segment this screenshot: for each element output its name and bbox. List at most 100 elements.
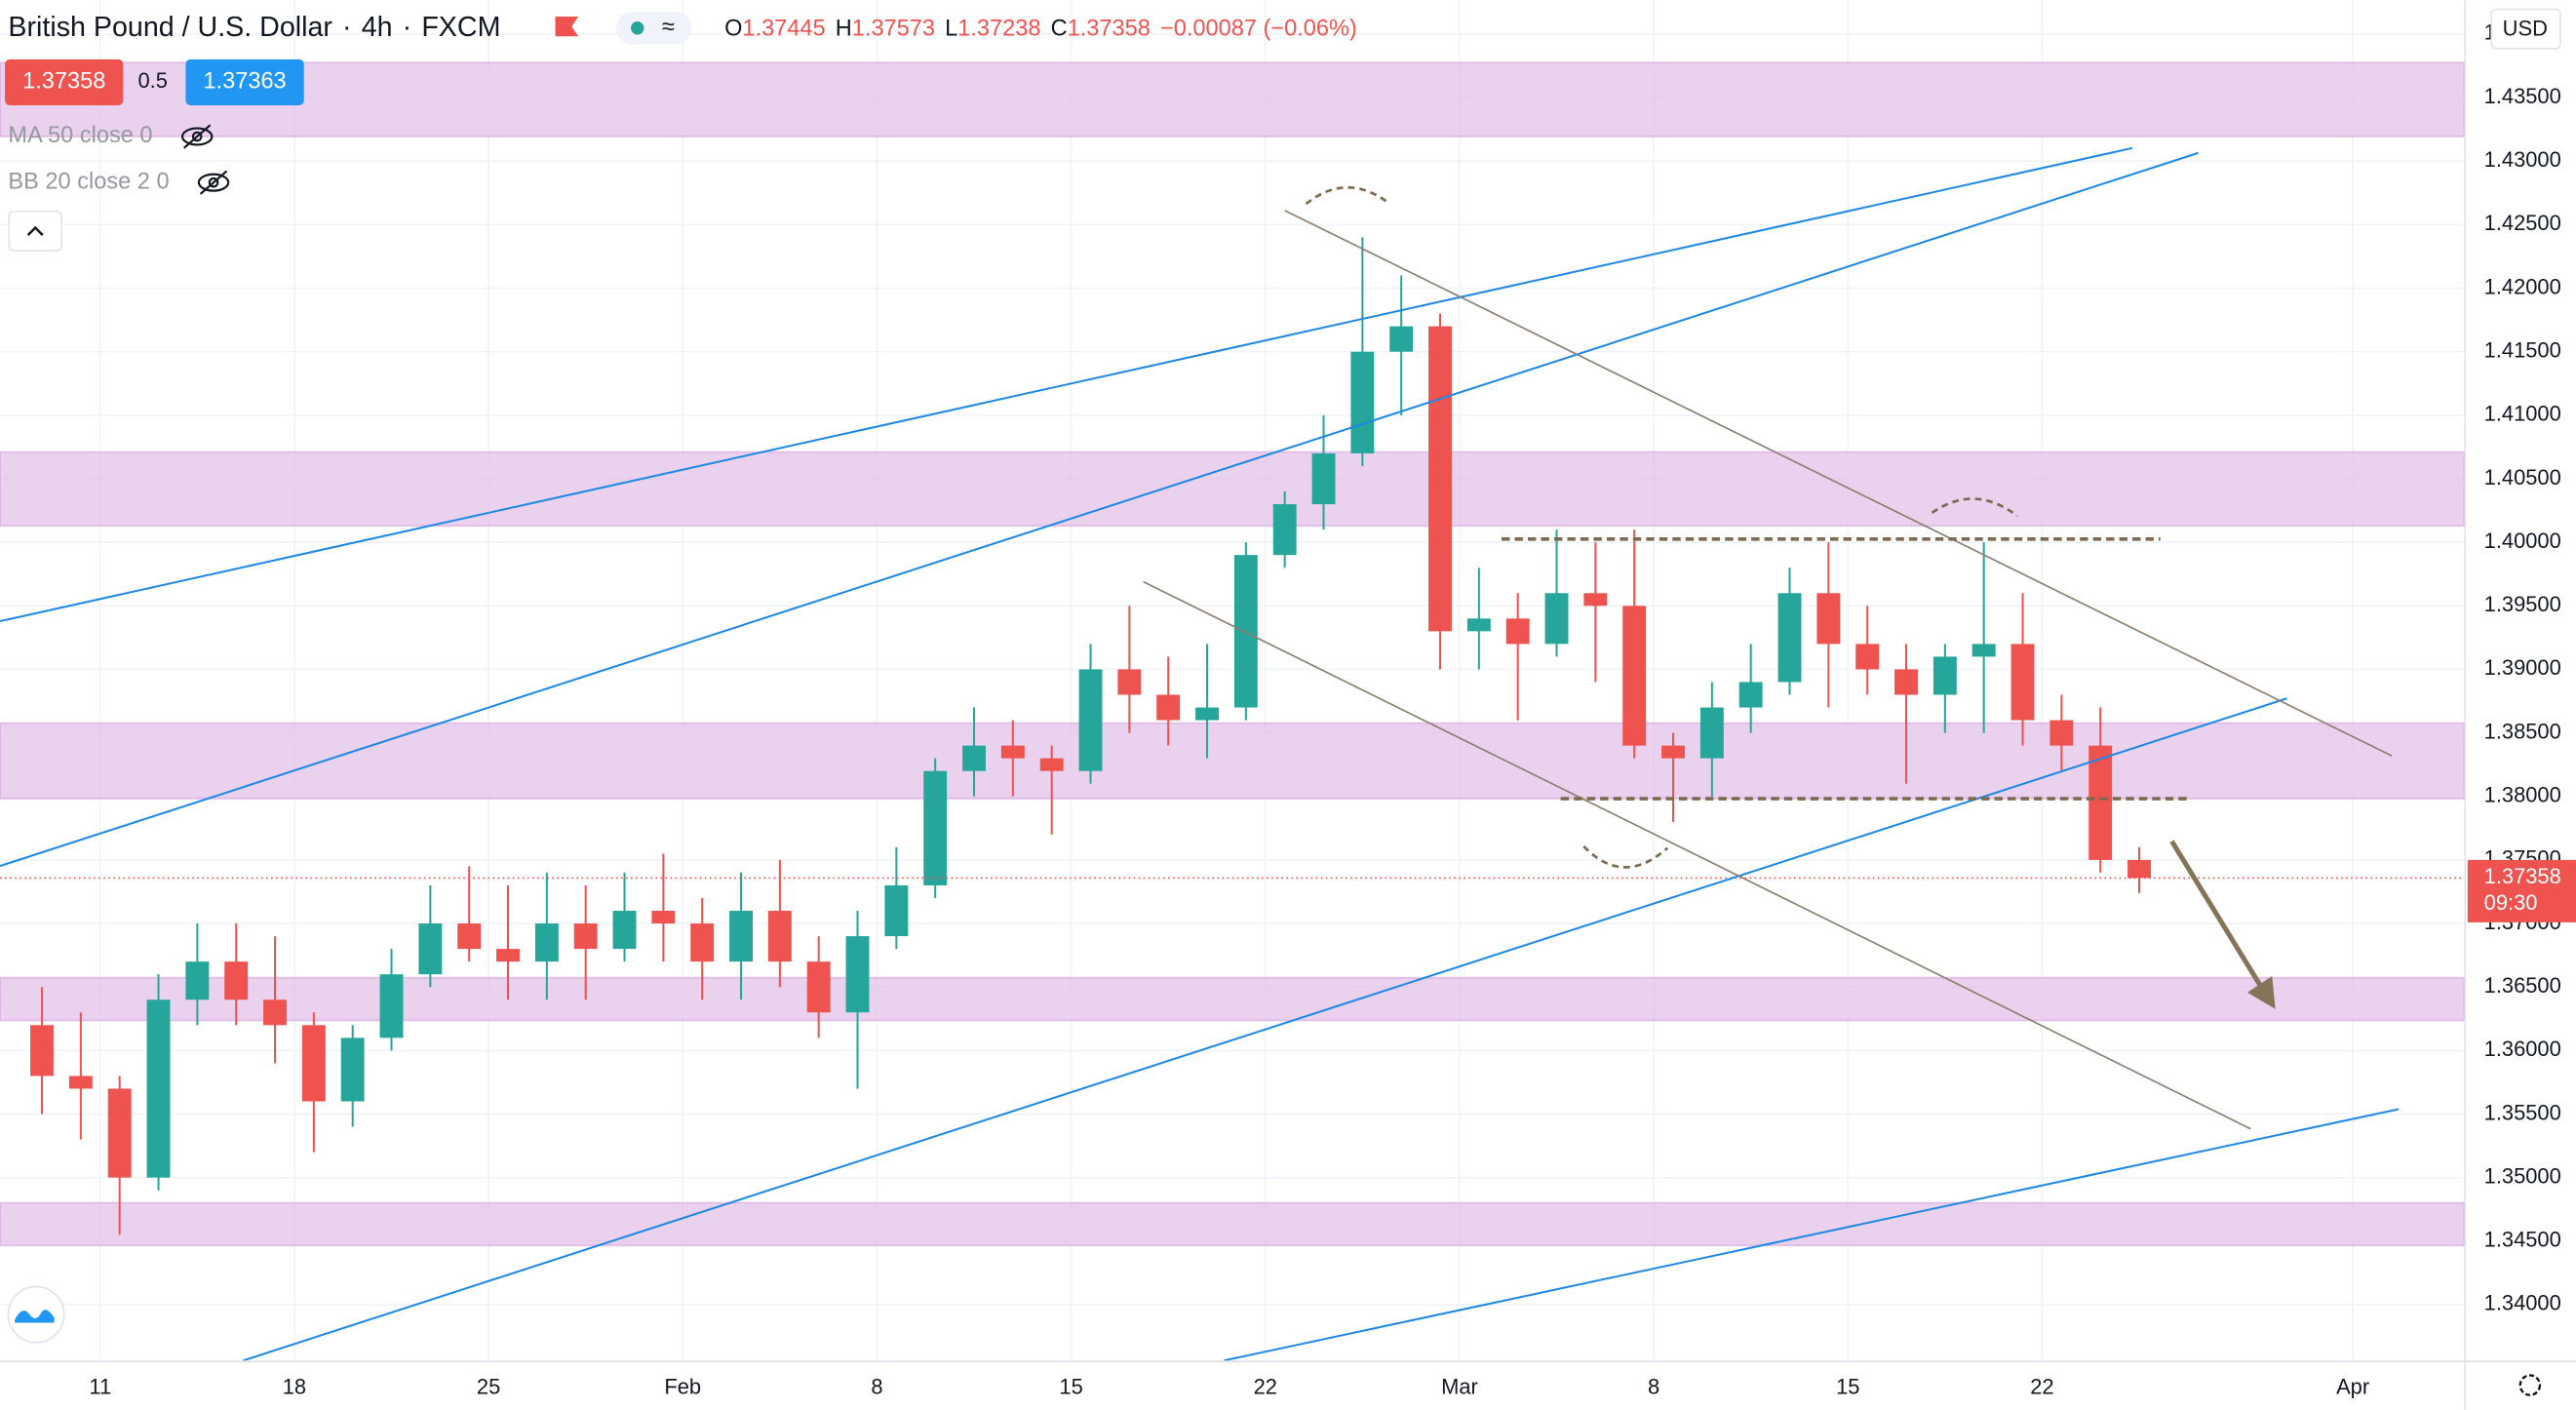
y-tick-label: 1.36000 [2484,1037,2561,1061]
hide-icon[interactable] [180,124,214,149]
arrow [2169,840,2263,988]
x-tick-label: 11 [89,1375,111,1399]
candle-body [534,923,559,962]
candle-body [1622,606,1647,746]
candle-body [68,1076,93,1089]
drawings [0,146,2400,1362]
indicator: BB 20 close 2 0 [8,168,169,193]
ohlc-value: 1.37573 [852,16,935,41]
candle-body [263,999,287,1026]
zone [0,976,2466,1022]
flag-icon[interactable] [555,17,579,37]
candle-body [107,1088,132,1178]
candle-body [1816,593,1841,645]
y-tick-label: 1.39500 [2484,592,2561,616]
y-tick-label: 1.39000 [2484,655,2561,680]
channel-line [1284,210,2393,757]
y-tick-label: 1.35000 [2484,1163,2561,1188]
logo[interactable] [7,1285,65,1344]
y-tick-label: 1.34000 [2484,1291,2561,1315]
change: −0.00087 (−0.06%) [1160,16,1357,41]
candle-body [1156,694,1181,721]
x-tick-label: 18 [283,1375,306,1399]
candle-body [185,961,210,1000]
candle-body [923,770,948,885]
separator: · [342,11,352,42]
interval: 4h [362,11,393,42]
arc [1305,186,1391,206]
y-tick-label: 1.34500 [2484,1228,2561,1252]
candle-body [1078,669,1103,771]
candle-body [2049,720,2074,746]
candle-body [845,936,870,1013]
slash [182,124,212,149]
hide-icon[interactable] [197,170,230,195]
ask-box[interactable] [185,59,304,105]
candle-body [418,923,443,975]
candle-body [1195,707,1219,721]
zone [0,61,2466,137]
candle-body [651,911,676,924]
trend-line [0,146,2133,623]
x-tick-label: 8 [871,1375,882,1399]
ask: 1.37363 [203,68,286,94]
separator: · [403,11,412,42]
candle-body [1777,593,1802,683]
candle-body [2010,644,2035,721]
ohlc-key: H [836,16,852,41]
last-price-box [2467,859,2576,922]
zones [0,61,2466,1247]
candle-body [1738,682,1763,708]
arrow-head [2247,976,2276,1009]
candle-body [884,884,909,937]
indicator: MA 50 close 0 [8,122,152,147]
ohlc-key: C [1051,16,1068,41]
currency-button[interactable] [2490,8,2561,50]
candle-body [224,961,249,1000]
candle-body [806,961,831,1013]
collapse-button[interactable] [8,210,63,252]
ohlc-key: L [945,16,957,41]
logo-wave [15,1310,55,1323]
last-price-label: 1.37358 [2484,864,2561,888]
symbol-title: British Pound / U.S. Dollar · 4h · FXCM [8,11,500,42]
slash [199,170,228,195]
x-tick-label: 22 [2030,1375,2053,1399]
candle-body [1971,644,1996,657]
chevron [26,225,44,236]
symbol: British Pound / U.S. Dollar [8,11,332,42]
candle-body [340,1038,365,1102]
channel-line [1143,580,2251,1130]
bid-box[interactable] [5,59,124,105]
zone [0,1201,2466,1247]
eye [180,127,214,146]
ohlc-value: 1.37358 [1068,16,1151,41]
candle-body [1583,593,1608,607]
ohlc-legend: O1.37445 H1.37573 L1.37238 C1.37358 −0.00087… [724,16,1357,41]
candle-body [1272,504,1297,556]
settings-icon[interactable] [2518,1374,2542,1396]
candle-body [301,1025,326,1102]
pupil [208,176,219,188]
x-tick-label: 15 [1059,1375,1082,1399]
toggle[interactable] [615,11,692,45]
y-tick-label: 1.41500 [2484,337,2561,362]
candles [0,237,2465,1235]
candle-body [1000,745,1025,759]
candle-body [30,1025,54,1077]
arc [1931,497,2018,518]
x-tick-label: 22 [1254,1375,1277,1399]
ohlc-value: 1.37238 [957,16,1040,41]
bid: 1.37358 [22,68,105,94]
candle-body [1932,656,1957,695]
spread: 0.5 [137,68,167,93]
candle-body [1466,618,1491,632]
candle-body [729,911,753,962]
y-tick-label: 1.43500 [2484,84,2561,108]
zone [0,450,2466,528]
trend-line [0,151,2199,868]
candle-body [1699,707,1724,759]
candle-body [496,949,520,962]
